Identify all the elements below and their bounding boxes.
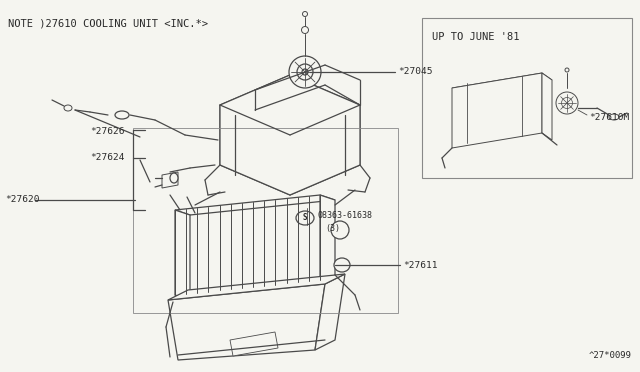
Text: UP TO JUNE '81: UP TO JUNE '81 (432, 32, 520, 42)
Polygon shape (452, 73, 552, 95)
Ellipse shape (565, 68, 569, 72)
Ellipse shape (609, 114, 619, 120)
Ellipse shape (64, 105, 72, 111)
Ellipse shape (303, 12, 307, 16)
Text: *27045: *27045 (398, 67, 433, 77)
Text: *27624: *27624 (90, 154, 125, 163)
Text: (3): (3) (325, 224, 340, 232)
Text: *27626: *27626 (90, 128, 125, 137)
Text: *27611: *27611 (403, 260, 438, 269)
Polygon shape (320, 195, 335, 285)
Polygon shape (175, 280, 335, 300)
Ellipse shape (331, 221, 349, 239)
Polygon shape (452, 73, 542, 148)
Ellipse shape (334, 258, 350, 272)
Polygon shape (230, 332, 278, 356)
Ellipse shape (115, 111, 129, 119)
Polygon shape (315, 274, 345, 350)
Text: *27610M: *27610M (589, 112, 629, 122)
Bar (422, 18, 632, 178)
Ellipse shape (561, 97, 573, 109)
Ellipse shape (297, 64, 313, 80)
Text: NOTE )27610 COOLING UNIT <INC.*>: NOTE )27610 COOLING UNIT <INC.*> (8, 18, 208, 28)
Polygon shape (175, 195, 335, 215)
Polygon shape (168, 284, 325, 360)
Polygon shape (542, 73, 552, 140)
Ellipse shape (296, 211, 314, 225)
Polygon shape (168, 274, 345, 300)
Polygon shape (175, 210, 190, 300)
Ellipse shape (556, 92, 578, 114)
Ellipse shape (301, 26, 308, 33)
Polygon shape (220, 75, 360, 135)
Text: ^27*0099: ^27*0099 (589, 351, 632, 360)
Polygon shape (162, 172, 178, 188)
Polygon shape (290, 105, 360, 195)
Text: S: S (303, 214, 307, 222)
Text: *27620: *27620 (5, 196, 40, 205)
Ellipse shape (289, 56, 321, 88)
Bar (133, 128, 398, 313)
Ellipse shape (302, 69, 308, 75)
Ellipse shape (170, 173, 178, 183)
Polygon shape (220, 105, 290, 195)
Polygon shape (220, 75, 360, 195)
Text: 08363-61638: 08363-61638 (317, 212, 372, 221)
